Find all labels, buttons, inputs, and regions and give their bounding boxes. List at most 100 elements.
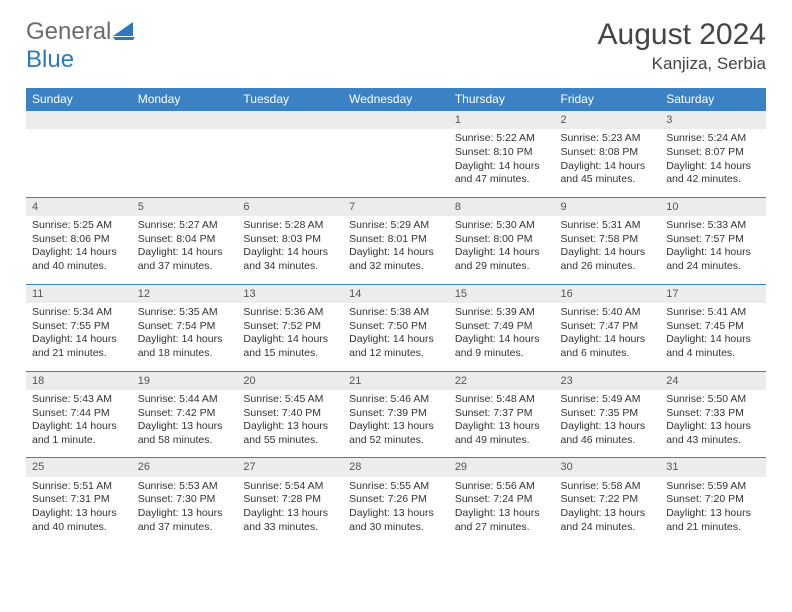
day-line-sr: Sunrise: 5:46 AM [349, 393, 443, 407]
calendar-day-cell: 24Sunrise: 5:50 AMSunset: 7:33 PMDayligh… [660, 371, 766, 458]
day-line-sr: Sunrise: 5:40 AM [561, 306, 655, 320]
day-data: Sunrise: 5:38 AMSunset: 7:50 PMDaylight:… [343, 303, 449, 371]
calendar-week-row: 11Sunrise: 5:34 AMSunset: 7:55 PMDayligh… [26, 284, 766, 371]
calendar-day-cell: 27Sunrise: 5:54 AMSunset: 7:28 PMDayligh… [237, 458, 343, 544]
day-line-sr: Sunrise: 5:53 AM [138, 480, 232, 494]
day-number: 6 [237, 198, 343, 216]
day-line-dl1: Daylight: 13 hours [349, 507, 443, 521]
day-number: 24 [660, 372, 766, 390]
day-line-dl1: Daylight: 13 hours [138, 507, 232, 521]
day-line-ss: Sunset: 7:31 PM [32, 493, 126, 507]
day-number: 3 [660, 111, 766, 129]
logo: General [26, 18, 136, 46]
calendar-day-cell: 10Sunrise: 5:33 AMSunset: 7:57 PMDayligh… [660, 197, 766, 284]
day-line-dl1: Daylight: 13 hours [349, 420, 443, 434]
day-line-dl1: Daylight: 14 hours [561, 246, 655, 260]
day-line-dl1: Daylight: 13 hours [138, 420, 232, 434]
day-line-dl1: Daylight: 13 hours [455, 420, 549, 434]
calendar-day-cell: 5Sunrise: 5:27 AMSunset: 8:04 PMDaylight… [132, 197, 238, 284]
day-line-dl2: and 4 minutes. [666, 347, 760, 361]
day-line-dl1: Daylight: 13 hours [243, 420, 337, 434]
day-data: Sunrise: 5:46 AMSunset: 7:39 PMDaylight:… [343, 390, 449, 458]
calendar-day-cell: 12Sunrise: 5:35 AMSunset: 7:54 PMDayligh… [132, 284, 238, 371]
day-number: 25 [26, 458, 132, 476]
calendar-day-cell: 22Sunrise: 5:48 AMSunset: 7:37 PMDayligh… [449, 371, 555, 458]
day-line-ss: Sunset: 7:49 PM [455, 320, 549, 334]
day-line-dl1: Daylight: 13 hours [666, 507, 760, 521]
day-line-ss: Sunset: 7:52 PM [243, 320, 337, 334]
day-line-sr: Sunrise: 5:33 AM [666, 219, 760, 233]
calendar-week-row: 25Sunrise: 5:51 AMSunset: 7:31 PMDayligh… [26, 458, 766, 544]
day-line-sr: Sunrise: 5:24 AM [666, 132, 760, 146]
day-number: 26 [132, 458, 238, 476]
calendar-day-cell: 17Sunrise: 5:41 AMSunset: 7:45 PMDayligh… [660, 284, 766, 371]
day-line-dl2: and 47 minutes. [455, 173, 549, 187]
day-data: Sunrise: 5:44 AMSunset: 7:42 PMDaylight:… [132, 390, 238, 458]
day-line-ss: Sunset: 7:47 PM [561, 320, 655, 334]
calendar-day-cell: 26Sunrise: 5:53 AMSunset: 7:30 PMDayligh… [132, 458, 238, 544]
day-line-dl2: and 18 minutes. [138, 347, 232, 361]
calendar-day-cell: 1Sunrise: 5:22 AMSunset: 8:10 PMDaylight… [449, 111, 555, 198]
day-number-empty [343, 111, 449, 129]
calendar-day-cell: 28Sunrise: 5:55 AMSunset: 7:26 PMDayligh… [343, 458, 449, 544]
calendar-day-cell: 11Sunrise: 5:34 AMSunset: 7:55 PMDayligh… [26, 284, 132, 371]
day-line-dl2: and 6 minutes. [561, 347, 655, 361]
day-data-empty [237, 129, 343, 156]
day-line-dl2: and 34 minutes. [243, 260, 337, 274]
header: General August 2024 Kanjiza, Serbia [26, 18, 766, 74]
day-line-dl2: and 45 minutes. [561, 173, 655, 187]
day-line-sr: Sunrise: 5:34 AM [32, 306, 126, 320]
day-number-empty [132, 111, 238, 129]
day-line-dl2: and 52 minutes. [349, 434, 443, 448]
weekday-header-row: SundayMondayTuesdayWednesdayThursdayFrid… [26, 88, 766, 111]
day-line-dl2: and 21 minutes. [32, 347, 126, 361]
calendar-day-cell: 14Sunrise: 5:38 AMSunset: 7:50 PMDayligh… [343, 284, 449, 371]
day-line-ss: Sunset: 7:42 PM [138, 407, 232, 421]
day-line-ss: Sunset: 7:37 PM [455, 407, 549, 421]
calendar-table: SundayMondayTuesdayWednesdayThursdayFrid… [26, 88, 766, 544]
day-line-ss: Sunset: 7:20 PM [666, 493, 760, 507]
day-line-sr: Sunrise: 5:35 AM [138, 306, 232, 320]
day-data: Sunrise: 5:29 AMSunset: 8:01 PMDaylight:… [343, 216, 449, 284]
day-line-dl1: Daylight: 13 hours [32, 507, 126, 521]
day-number: 27 [237, 458, 343, 476]
day-line-dl1: Daylight: 14 hours [455, 333, 549, 347]
day-line-dl2: and 42 minutes. [666, 173, 760, 187]
day-line-dl1: Daylight: 14 hours [32, 246, 126, 260]
day-line-ss: Sunset: 7:54 PM [138, 320, 232, 334]
day-line-dl2: and 24 minutes. [561, 521, 655, 535]
day-number: 31 [660, 458, 766, 476]
calendar-day-cell: 3Sunrise: 5:24 AMSunset: 8:07 PMDaylight… [660, 111, 766, 198]
day-line-dl1: Daylight: 14 hours [138, 333, 232, 347]
day-line-dl2: and 40 minutes. [32, 260, 126, 274]
calendar-day-cell: 18Sunrise: 5:43 AMSunset: 7:44 PMDayligh… [26, 371, 132, 458]
day-number: 11 [26, 285, 132, 303]
day-line-ss: Sunset: 7:22 PM [561, 493, 655, 507]
day-line-sr: Sunrise: 5:50 AM [666, 393, 760, 407]
day-line-ss: Sunset: 7:24 PM [455, 493, 549, 507]
day-data: Sunrise: 5:48 AMSunset: 7:37 PMDaylight:… [449, 390, 555, 458]
day-data: Sunrise: 5:22 AMSunset: 8:10 PMDaylight:… [449, 129, 555, 197]
day-number-empty [237, 111, 343, 129]
day-number: 10 [660, 198, 766, 216]
calendar-day-cell: 16Sunrise: 5:40 AMSunset: 7:47 PMDayligh… [555, 284, 661, 371]
day-data: Sunrise: 5:36 AMSunset: 7:52 PMDaylight:… [237, 303, 343, 371]
day-line-dl1: Daylight: 14 hours [349, 246, 443, 260]
day-line-ss: Sunset: 7:35 PM [561, 407, 655, 421]
day-data: Sunrise: 5:28 AMSunset: 8:03 PMDaylight:… [237, 216, 343, 284]
day-line-sr: Sunrise: 5:31 AM [561, 219, 655, 233]
day-number-empty [26, 111, 132, 129]
day-number: 23 [555, 372, 661, 390]
calendar-day-cell: 6Sunrise: 5:28 AMSunset: 8:03 PMDaylight… [237, 197, 343, 284]
day-number: 16 [555, 285, 661, 303]
day-line-dl1: Daylight: 14 hours [138, 246, 232, 260]
day-line-dl2: and 21 minutes. [666, 521, 760, 535]
day-data: Sunrise: 5:25 AMSunset: 8:06 PMDaylight:… [26, 216, 132, 284]
day-number: 22 [449, 372, 555, 390]
day-number: 29 [449, 458, 555, 476]
day-number: 30 [555, 458, 661, 476]
calendar-day-cell: 21Sunrise: 5:46 AMSunset: 7:39 PMDayligh… [343, 371, 449, 458]
day-line-ss: Sunset: 8:00 PM [455, 233, 549, 247]
calendar-day-cell: 4Sunrise: 5:25 AMSunset: 8:06 PMDaylight… [26, 197, 132, 284]
day-data: Sunrise: 5:40 AMSunset: 7:47 PMDaylight:… [555, 303, 661, 371]
